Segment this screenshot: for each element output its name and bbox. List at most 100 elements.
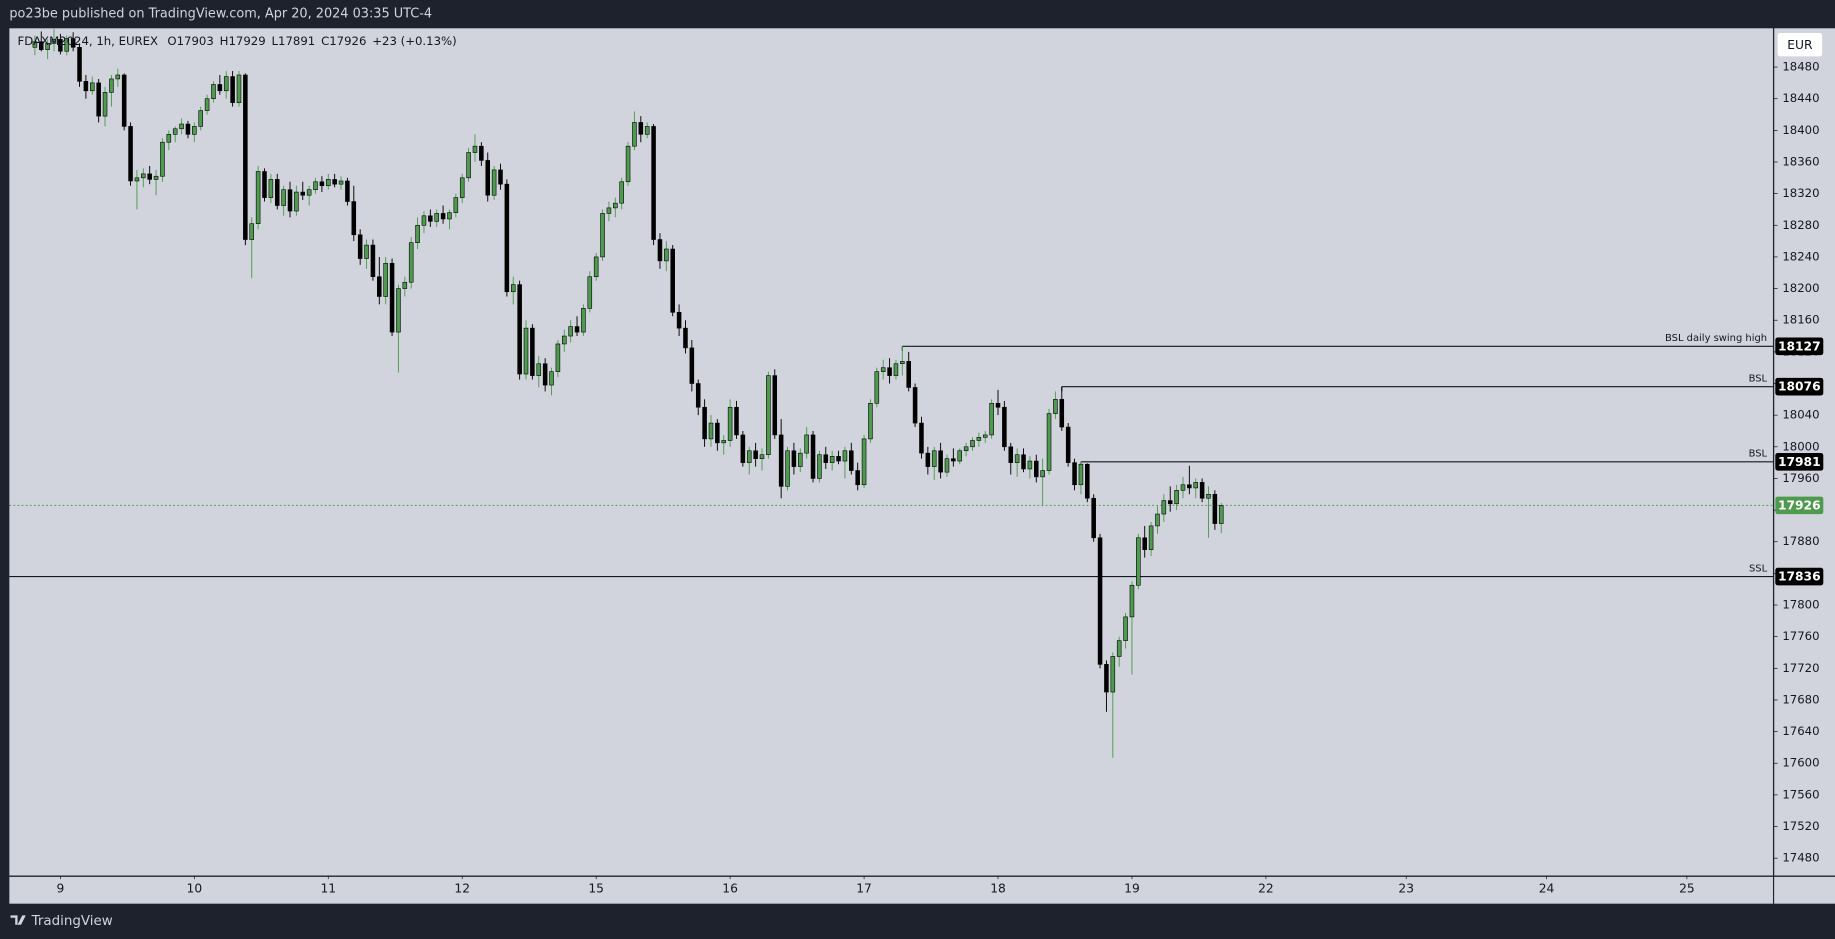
candle-body [319, 181, 325, 187]
candle-body [1129, 584, 1135, 618]
candle-body [1065, 426, 1071, 463]
y-tick-label: 17480 [1782, 851, 1819, 865]
candle-body [944, 458, 950, 473]
last-price-tag-box [1775, 496, 1824, 515]
candle-body [306, 189, 312, 196]
candle-body [268, 179, 274, 198]
candle-body [632, 122, 637, 147]
candle-body [415, 224, 420, 243]
candle-body [963, 446, 969, 452]
footer-logo: TradingView [10, 914, 113, 929]
candle-body [810, 434, 816, 479]
candle-body [734, 406, 739, 436]
y-tick-label: 18440 [1782, 91, 1819, 105]
candle-body [109, 78, 114, 93]
candle-body [912, 387, 918, 424]
symbol-legend: FDAXM2024, 1h, EUREX O17903 H17929 L17891 C1… [18, 34, 457, 48]
candle-body [326, 179, 331, 187]
legend-part: O [167, 34, 176, 48]
price-axis [1774, 28, 1835, 876]
level-price-tag-box [1775, 337, 1824, 356]
candle-body [740, 434, 746, 463]
candle-body [1155, 513, 1160, 527]
last-price-tag: 17926 [1778, 498, 1821, 512]
x-tick-label: 16 [722, 882, 738, 896]
x-tick-label: 10 [187, 882, 203, 896]
candle-body [472, 145, 478, 153]
candle-body [249, 223, 255, 240]
candle-body [128, 126, 133, 182]
candle-body [970, 440, 975, 448]
candle-body [874, 371, 880, 404]
candle-body [721, 440, 727, 444]
candle-body [925, 452, 931, 467]
candle-body [332, 179, 337, 185]
candle-body [223, 76, 229, 92]
candle-body [255, 171, 261, 225]
candle-body [1078, 463, 1084, 486]
candle-body [900, 361, 905, 365]
candle-body [102, 92, 108, 117]
y-tick-label: 17800 [1782, 598, 1819, 612]
candle-body [855, 470, 860, 486]
candle-body [153, 175, 159, 180]
y-tick-label: 18000 [1782, 439, 1819, 453]
candle-body [38, 41, 44, 50]
candle-body [1116, 640, 1122, 657]
candle-body [868, 402, 873, 440]
candle-body [982, 434, 988, 438]
candle-body [370, 244, 376, 278]
candle-body [606, 207, 612, 214]
y-tick-label: 18040 [1782, 408, 1819, 422]
candle-body [32, 41, 38, 48]
candle-body [1040, 470, 1045, 478]
legend-part: 17903 [177, 34, 214, 48]
candle-body [931, 450, 937, 467]
candle-body [625, 145, 631, 183]
x-tick-label: 9 [56, 882, 64, 896]
logo-icon [10, 915, 26, 925]
candle-body [683, 327, 688, 349]
level-price-tag: 17981 [1778, 455, 1821, 469]
candle-body [479, 145, 484, 161]
candle-body [893, 363, 899, 376]
candle-body [1193, 482, 1199, 489]
candle-body [657, 239, 663, 262]
y-tick-label: 18240 [1782, 249, 1819, 263]
legend-part: 17929 [228, 34, 265, 48]
candle-body [689, 347, 695, 384]
y-tick-label: 17560 [1782, 787, 1819, 801]
candle-body [447, 212, 452, 220]
candle-body [587, 276, 593, 309]
candle-body [1059, 399, 1065, 428]
candle-body [989, 402, 994, 436]
candle-body [1142, 537, 1147, 550]
level-label: SSL [1749, 563, 1768, 574]
time-axis [9, 876, 1835, 904]
candle-body [434, 213, 439, 222]
x-tick-label: 15 [588, 882, 604, 896]
candle-body [772, 375, 778, 436]
level-price-tag-box [1775, 453, 1824, 471]
candle-body [192, 126, 197, 135]
candle-body [1053, 399, 1058, 414]
candle-body [574, 326, 580, 333]
y-tick-label: 18200 [1782, 281, 1819, 295]
plot-area [9, 28, 1773, 876]
level-price-tag-box [1775, 567, 1824, 586]
candle-body [96, 82, 101, 117]
candle-body [1174, 490, 1179, 505]
candle-body [1206, 493, 1211, 499]
candle-body [798, 452, 803, 467]
candle-body [428, 215, 433, 222]
y-tick-label: 17960 [1782, 471, 1819, 485]
candle-body [1104, 664, 1109, 693]
level-label: BSL [1749, 449, 1768, 460]
x-tick-label: 23 [1398, 882, 1414, 896]
candle-body [421, 215, 427, 226]
candle-body [351, 201, 357, 236]
candle-body [555, 343, 561, 372]
candle-body [338, 180, 344, 185]
candle-body [389, 262, 395, 333]
